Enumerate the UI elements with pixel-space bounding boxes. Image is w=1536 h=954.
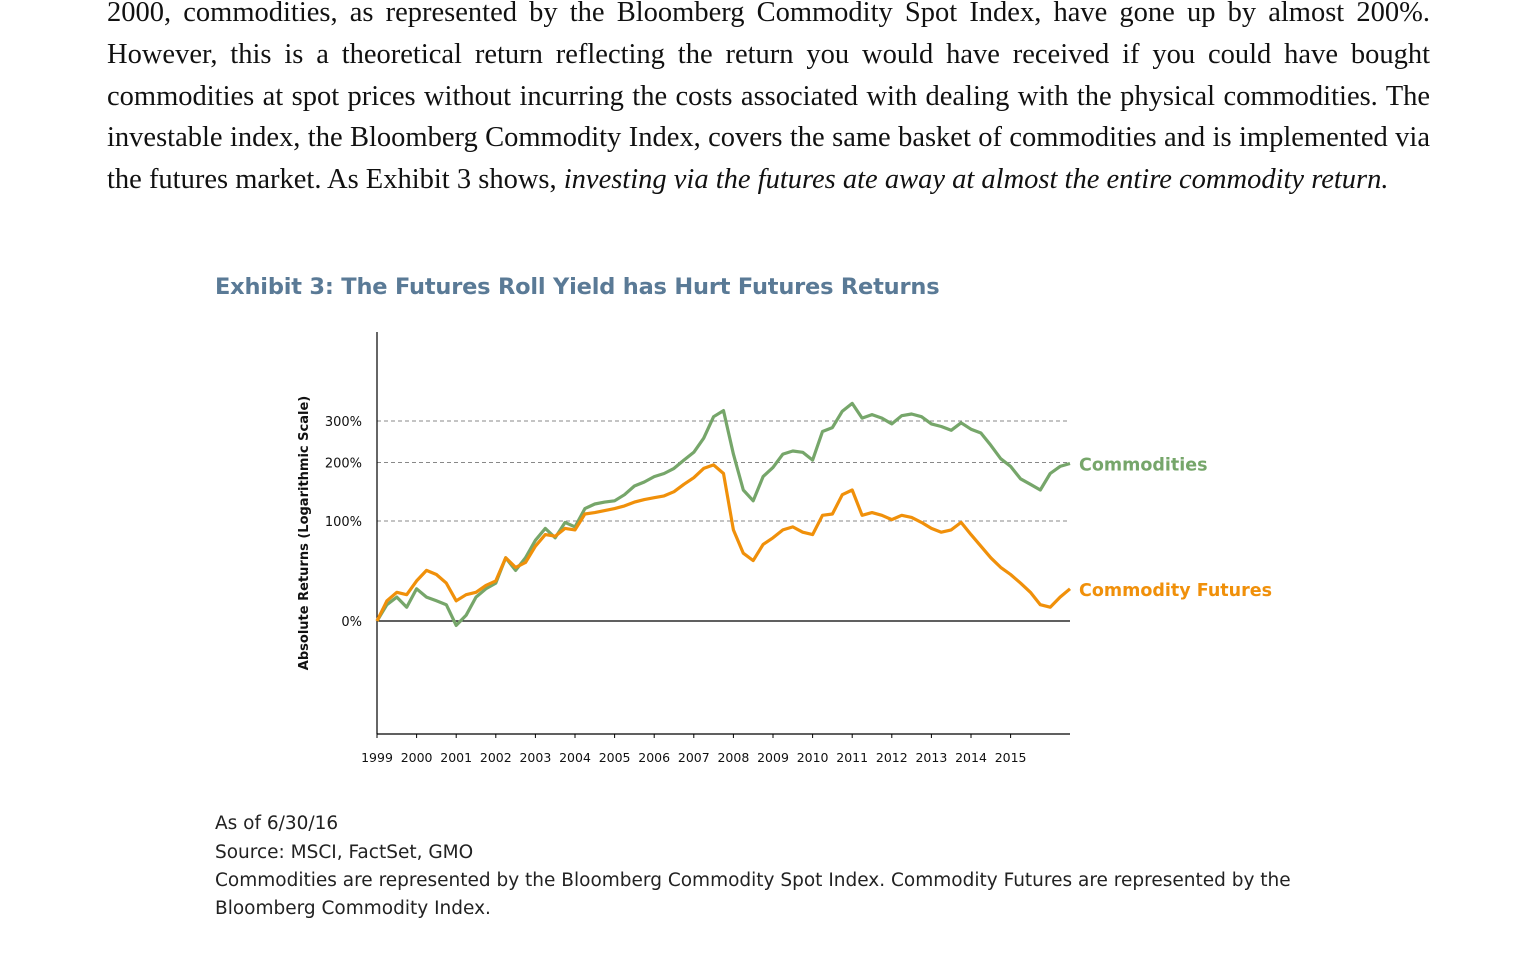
series-label-commodities: Commodities (1079, 455, 1208, 475)
y-tick-label: 300% (325, 415, 362, 430)
x-tick-label: 2009 (757, 750, 789, 765)
x-tick-label: 2002 (480, 750, 512, 765)
series-line-commodities (375, 401, 1071, 627)
as-of-date: As of 6/30/16 (215, 813, 339, 834)
x-tick-label: 2003 (519, 750, 551, 765)
x-tick-label: 2001 (440, 750, 472, 765)
x-tick-label: 2004 (559, 750, 591, 765)
line-chart: 0% 100% 200% 300% 1999 2000 2001 2002 2003 2004 20… (297, 332, 1272, 765)
y-tick-label: 200% (325, 457, 362, 472)
y-axis-label: Absolute Returns (Logarithmic Scale) (297, 396, 312, 670)
y-tick-label: 100% (325, 515, 362, 530)
exhibit-title: Exhibit 3: The Futures Roll Yield has Hu… (215, 274, 940, 300)
x-tick-label: 2013 (915, 750, 947, 765)
x-tick-label: 1999 (361, 750, 393, 765)
y-tick-label: 0% (341, 615, 362, 630)
body-text-main: 2000, commodities, as represented by the… (107, 0, 1430, 196)
x-tick-label: 2012 (876, 750, 908, 765)
disclaimer-note: Commodities are represented by the Bloom… (215, 870, 1291, 919)
x-tick-label: 2005 (599, 750, 631, 765)
source-note: Source: MSCI, FactSet, GMO (215, 842, 474, 863)
chart-notes: As of 6/30/16 Source: MSCI, FactSet, GMO… (215, 809, 1325, 923)
x-tick-label: 2008 (717, 750, 749, 765)
x-tick-label: 2015 (995, 750, 1027, 765)
body-paragraph: 2000, commodities, as represented by the… (107, 0, 1430, 201)
x-tick-label: 2000 (401, 750, 433, 765)
body-text-emphasis: investing via the futures ate away at al… (563, 164, 1389, 196)
series-label-commodity-futures: Commodity Futures (1079, 581, 1272, 601)
x-tick-label: 2006 (638, 750, 670, 765)
x-tick-label: 2010 (797, 750, 829, 765)
x-tick-label: 2011 (836, 750, 868, 765)
series-line-commodity-futures (375, 463, 1072, 622)
x-tick-label: 2007 (678, 750, 710, 765)
x-tick-label: 2014 (955, 750, 987, 765)
